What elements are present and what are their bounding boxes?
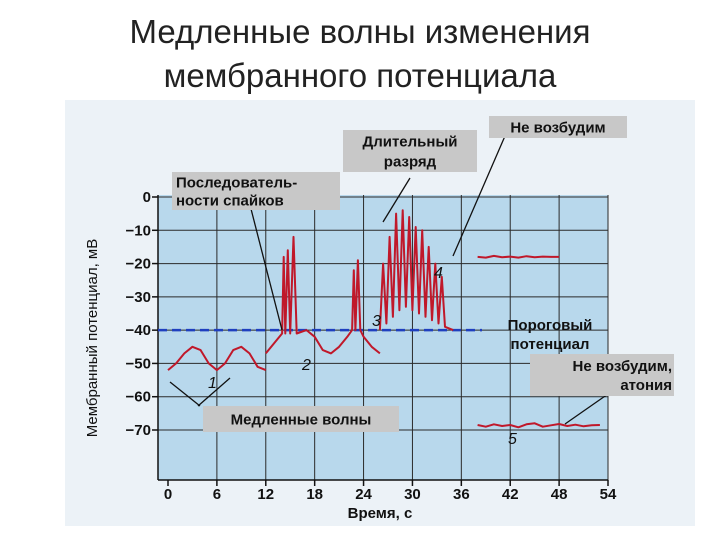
callout-box	[172, 172, 340, 210]
series-marker-1: 1	[208, 375, 217, 392]
y-tick-label: −10	[126, 222, 151, 239]
series-3-trace	[378, 209, 454, 332]
x-tick-label: 42	[502, 486, 519, 503]
series-5-trace	[477, 422, 600, 429]
x-tick-label: 48	[551, 486, 568, 503]
callout-text: Длительный	[363, 133, 458, 150]
x-tick-label: 36	[453, 486, 470, 503]
callout-6: Медленные волны	[203, 406, 399, 432]
leader-line	[169, 381, 201, 407]
callout-text: атония	[620, 377, 672, 394]
x-tick-label: 0	[164, 486, 172, 503]
y-axis-label: Мембранный потенциал, мВ	[84, 239, 101, 438]
x-tick-label: 18	[306, 486, 323, 503]
plot-area	[158, 195, 608, 480]
callout-box	[203, 406, 399, 432]
series-marker-5: 5	[508, 431, 517, 448]
y-tick-label: 0	[143, 189, 151, 206]
y-tick-label: −30	[126, 289, 151, 306]
series-marker-3: 3	[372, 313, 381, 330]
x-tick-label: 54	[600, 486, 617, 503]
axes: 0 6 12 18 24 30 36 42 48 540−10−20−30−40−50−60−70	[126, 189, 617, 503]
callout-box	[530, 354, 674, 396]
callout-text: Не возбудим	[510, 119, 605, 136]
slide-title: Медленные волны изменения мембранного по…	[0, 10, 720, 98]
callout-box	[489, 116, 627, 138]
leader-line	[249, 204, 283, 331]
x-axis-label: Время, с	[348, 505, 413, 522]
callout-text: потенциал	[511, 336, 590, 353]
x-tick-label: 6	[213, 486, 221, 503]
leader-line	[197, 377, 231, 407]
callout-2: Длительный разряд	[343, 130, 477, 172]
callout-3: Не возбудим	[489, 116, 627, 138]
y-tick-label: −20	[126, 256, 151, 273]
slide-title-line-1: Медленные волны изменения	[129, 13, 591, 50]
callout-text: Последователь-	[176, 174, 297, 191]
callout-text: Не возбудим,	[573, 358, 672, 375]
callout-text: Медленные волны	[231, 411, 372, 428]
callout-4: Пороговый потенциал	[508, 317, 593, 353]
series-1-trace	[167, 345, 267, 372]
grid	[158, 195, 609, 480]
callout-text: разряд	[384, 153, 437, 170]
series-4-trace	[477, 254, 560, 259]
callouts: Последователь-ности спайков Длительный раз…	[172, 116, 674, 432]
x-tick-label: 24	[355, 486, 372, 503]
series-2-trace	[265, 235, 381, 355]
y-tick-label: −40	[126, 322, 151, 339]
callout-text: Пороговый	[508, 317, 593, 334]
y-tick-label: −70	[126, 422, 151, 439]
leader-line	[382, 177, 411, 223]
series-layer	[167, 209, 600, 429]
callout-text: ности спайков	[176, 192, 284, 209]
x-tick-label: 30	[404, 486, 421, 503]
y-tick-label: −50	[126, 355, 151, 372]
slide-title-line-2: мембранного потенциала	[163, 57, 557, 94]
callout-box	[343, 130, 477, 172]
leader-line	[452, 135, 506, 257]
y-tick-label: −60	[126, 389, 151, 406]
leader-lines	[169, 135, 609, 425]
callout-1: Последователь-ности спайков	[172, 172, 340, 210]
series-marker-4: 4	[434, 265, 443, 282]
callout-5: Не возбудим, атония	[530, 354, 674, 396]
series-marker-2: 2	[301, 357, 311, 374]
leader-line	[564, 393, 609, 425]
series-markers: 1 2 3 4 5	[208, 265, 517, 448]
x-tick-label: 12	[257, 486, 274, 503]
